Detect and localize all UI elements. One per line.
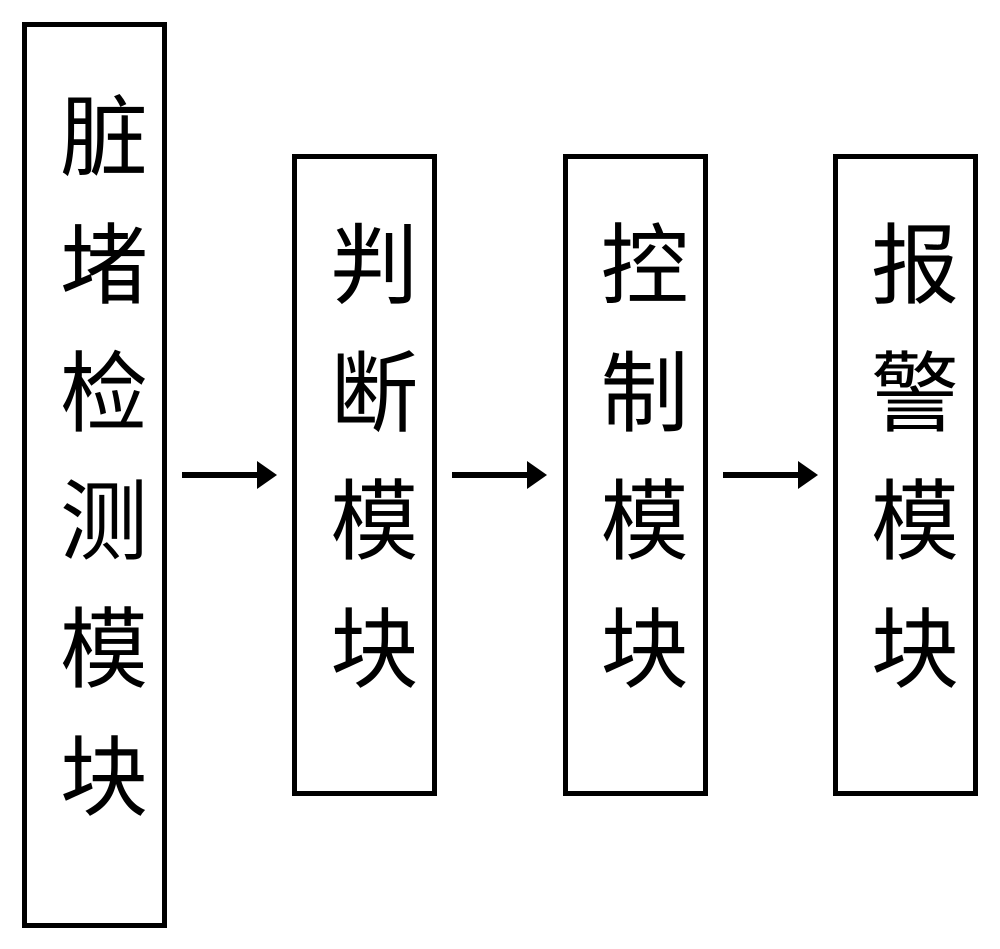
node-label: 判断模块 <box>321 219 409 731</box>
node-label: 控制模块 <box>591 219 679 731</box>
arrow-right-icon <box>182 450 277 500</box>
node-label: 脏堵检测模块 <box>51 91 139 859</box>
node-label: 报警模块 <box>861 219 949 731</box>
flowchart-diagram: 脏堵检测模块 判断模块 控制模块 报警模块 <box>22 22 978 928</box>
flowchart-node: 判断模块 <box>292 154 437 796</box>
flowchart-node: 控制模块 <box>563 154 708 796</box>
flowchart-node: 报警模块 <box>833 154 978 796</box>
flowchart-node: 脏堵检测模块 <box>22 22 167 928</box>
arrow-right-icon <box>452 450 547 500</box>
arrow-right-icon <box>723 450 818 500</box>
